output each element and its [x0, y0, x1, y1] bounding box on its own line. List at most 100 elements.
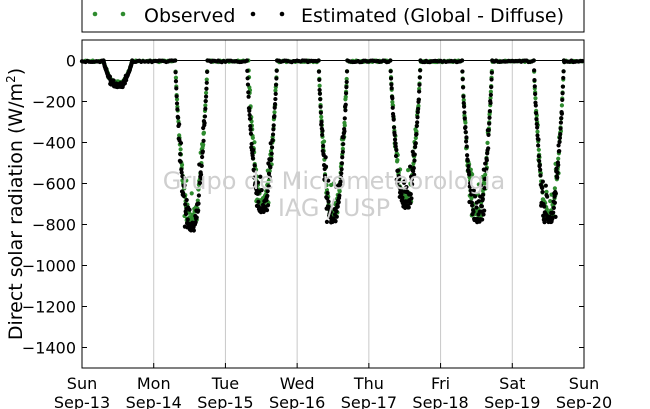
- data-point: [338, 182, 343, 188]
- data-point: [178, 140, 184, 146]
- data-point: [408, 191, 413, 197]
- data-point: [173, 79, 179, 84]
- data-point: [406, 168, 411, 173]
- data-point: [580, 58, 585, 64]
- data-point: [247, 116, 253, 121]
- legend-observed-label: Observed: [144, 5, 235, 27]
- data-point: [392, 137, 398, 142]
- data-point: [410, 182, 415, 187]
- data-point: [343, 94, 348, 99]
- y-tick-label: 0: [66, 52, 76, 71]
- data-point: [485, 140, 490, 146]
- data-point: [204, 80, 209, 85]
- data-point: [173, 58, 178, 63]
- data-point: [173, 75, 179, 80]
- data-point: [200, 154, 205, 160]
- data-point: [318, 104, 323, 109]
- data-point: [201, 142, 206, 147]
- x-tick-date-label: Sep-15: [197, 393, 253, 409]
- data-point: [404, 184, 409, 190]
- data-point: [393, 153, 399, 159]
- data-point: [418, 58, 423, 63]
- data-point: [339, 171, 344, 176]
- data-point: [389, 82, 394, 87]
- plot-area: Grupo de Micrometeorologia IAG / USP: [79, 39, 585, 369]
- x-tick-date-label: Sep-17: [341, 393, 397, 409]
- data-point: [246, 94, 251, 99]
- data-point: [537, 163, 542, 168]
- data-point: [391, 114, 396, 119]
- data-point: [271, 127, 276, 132]
- data-point: [396, 176, 402, 181]
- data-point: [471, 209, 476, 214]
- data-point: [540, 185, 545, 191]
- data-point: [340, 155, 345, 160]
- data-point: [175, 115, 181, 120]
- data-point: [538, 173, 543, 178]
- legend-observed-marker: [120, 11, 126, 17]
- data-point: [265, 193, 270, 198]
- data-point: [395, 168, 401, 173]
- data-point: [343, 91, 349, 96]
- data-point: [318, 97, 323, 102]
- data-point: [408, 164, 413, 169]
- data-point: [408, 201, 413, 206]
- data-point: [480, 217, 485, 222]
- data-point: [342, 123, 347, 128]
- data-point: [203, 103, 208, 108]
- data-point: [535, 133, 540, 138]
- data-point: [470, 172, 475, 177]
- y-tick-label: −1000: [22, 257, 76, 276]
- data-point: [338, 179, 343, 184]
- data-point: [249, 141, 254, 147]
- legend: Observed Estimated (Global - Diffuse): [81, 0, 585, 33]
- data-point: [553, 214, 558, 219]
- data-point: [179, 167, 184, 172]
- data-point: [395, 157, 400, 163]
- watermark-line1: Grupo de Micrometeorologia: [163, 167, 505, 195]
- data-point: [490, 58, 495, 63]
- data-point: [273, 88, 278, 93]
- data-point: [465, 158, 470, 163]
- data-point: [462, 116, 467, 121]
- data-point: [272, 102, 278, 107]
- data-point: [194, 215, 199, 220]
- data-point: [540, 179, 545, 184]
- data-point: [273, 82, 279, 87]
- data-point: [245, 82, 251, 87]
- data-point: [487, 115, 492, 120]
- data-point: [339, 167, 344, 172]
- data-point: [182, 176, 187, 181]
- data-point: [533, 96, 538, 101]
- data-point: [483, 161, 488, 166]
- data-point: [252, 175, 257, 180]
- data-point: [324, 183, 329, 188]
- data-point: [111, 78, 116, 83]
- data-point: [269, 157, 274, 162]
- grid-lines: [153, 40, 513, 368]
- data-point: [247, 108, 252, 113]
- data-point: [199, 163, 204, 168]
- estimated-series: [79, 58, 585, 233]
- data-point: [344, 76, 349, 82]
- data-point: [205, 58, 210, 63]
- data-point: [259, 188, 264, 193]
- y-axis: 0 −200 −400 −600 −800 −1000 −1200 −1400: [22, 52, 584, 358]
- x-tick-day-label: Sat: [499, 374, 525, 393]
- data-point: [197, 180, 203, 186]
- data-point: [319, 114, 324, 119]
- data-point: [482, 186, 487, 191]
- data-point: [464, 139, 469, 144]
- data-point: [269, 151, 274, 156]
- data-point: [342, 129, 347, 134]
- data-point: [196, 201, 201, 206]
- data-point: [251, 147, 256, 153]
- data-point: [173, 70, 178, 75]
- x-tick-date-label: Sep-14: [126, 393, 182, 409]
- y-tick-label: −600: [32, 175, 76, 194]
- data-point: [317, 87, 322, 93]
- data-point: [203, 90, 209, 96]
- data-point: [326, 178, 331, 183]
- data-point: [478, 183, 483, 188]
